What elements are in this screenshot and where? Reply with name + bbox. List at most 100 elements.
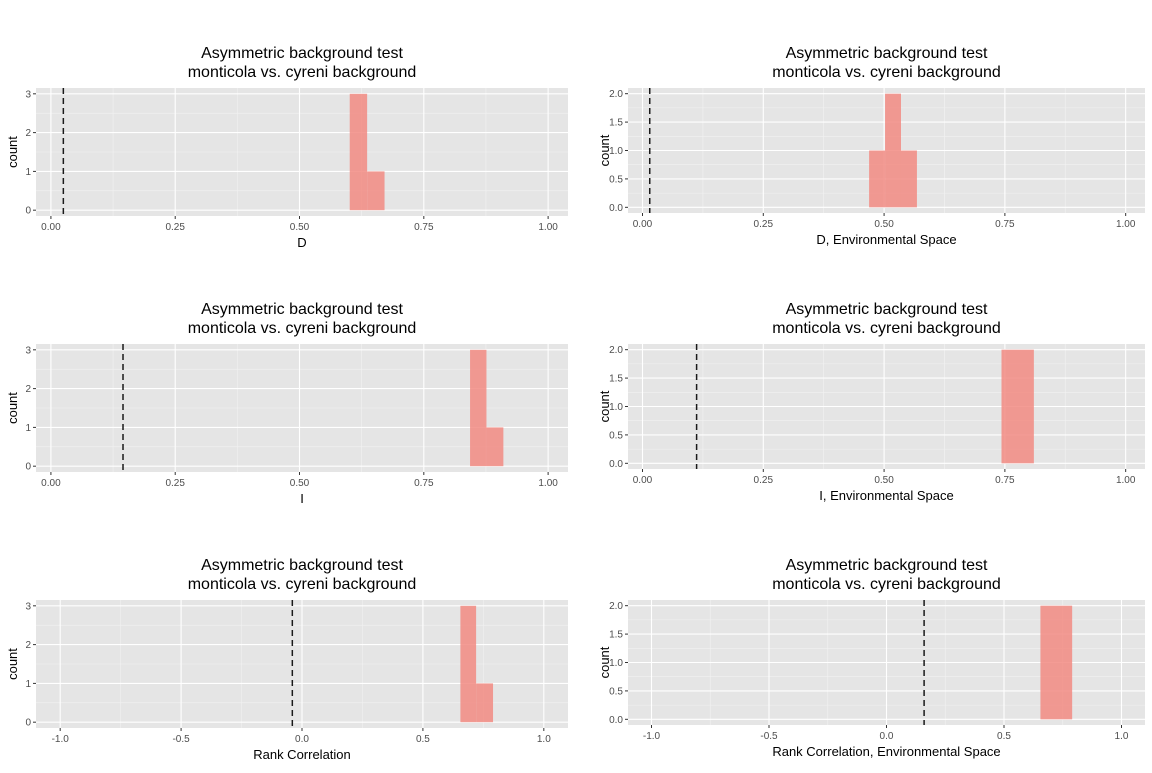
x-tick-label: 1.0: [1115, 731, 1129, 742]
y-tick-label: 1: [25, 423, 31, 434]
x-tick-label: 0.50: [874, 475, 894, 486]
y-tick-label: 0.0: [609, 459, 623, 470]
chart-subtitle: monticola vs. cyreni background: [188, 64, 417, 81]
x-tick-label: -1.0: [643, 731, 661, 742]
chart-subtitle: monticola vs. cyreni background: [188, 320, 417, 337]
x-tick-label: 0.50: [290, 222, 310, 233]
y-tick-label: 0.0: [609, 203, 623, 214]
chart-subtitle: monticola vs. cyreni background: [772, 320, 1001, 337]
chart-title: Asymmetric background test: [786, 301, 988, 318]
y-axis-label: count: [597, 646, 612, 678]
x-axis-label: D: [297, 235, 306, 250]
x-axis-label: Rank Correlation: [253, 747, 351, 762]
y-axis-label: count: [5, 136, 20, 168]
chart-title: Asymmetric background test: [201, 301, 403, 318]
chart-panel-6: -1.0 -0.5 0.0 0.5 1.0 0.0 0.5 1.0 1.5 2.0 Asymmetr…: [597, 557, 1145, 759]
chart-panel-4: 0.00 0.25 0.50 0.75 1.00 0.0 0.5 1.0 1.5 2.0 Asymm…: [597, 301, 1145, 503]
y-tick-label: 0: [25, 462, 31, 473]
x-tick-label: 0.00: [633, 219, 653, 230]
x-tick-label: -0.5: [172, 734, 190, 745]
histogram-bar-1: [470, 349, 487, 467]
x-tick-label: 0.75: [995, 475, 1015, 486]
x-axis-label: D, Environmental Space: [816, 232, 956, 247]
x-tick-label: 1.00: [538, 478, 558, 489]
y-tick-label: 0.0: [609, 715, 623, 726]
x-tick-label: -1.0: [52, 734, 70, 745]
x-tick-label: 0.75: [995, 219, 1015, 230]
chart-panel-3: 0.00 0.25 0.50 0.75 1.00 0 1 2 3 Asymmetric backg…: [5, 301, 568, 506]
y-tick-label: 1.5: [609, 118, 623, 129]
x-tick-label: 0.75: [414, 478, 434, 489]
y-tick-label: 1: [25, 167, 31, 178]
y-tick-label: 1.0: [609, 402, 623, 413]
x-tick-label: 0.5: [416, 734, 430, 745]
x-tick-label: 1.00: [1116, 219, 1136, 230]
chart-subtitle: monticola vs. cyreni background: [772, 576, 1001, 593]
chart-title: Asymmetric background test: [201, 557, 403, 574]
chart-title: Asymmetric background test: [786, 45, 988, 62]
x-tick-label: 0.00: [41, 478, 61, 489]
y-tick-label: 2: [25, 640, 31, 651]
histogram-bar-2: [486, 427, 504, 467]
y-tick-label: 0.5: [609, 174, 623, 185]
y-tick-label: 0.5: [609, 686, 623, 697]
x-tick-label: 0.0: [880, 731, 894, 742]
y-tick-label: 3: [25, 89, 31, 100]
x-tick-label: 0.50: [874, 219, 894, 230]
y-tick-label: 1.5: [609, 630, 623, 641]
x-tick-label: 0.0: [295, 734, 309, 745]
x-tick-label: 0.75: [414, 222, 434, 233]
x-tick-label: 1.00: [538, 222, 558, 233]
chart-panel-1: 0.00 0.25 0.50 0.75 1.00 0 1 2 3 Asymmetric backg…: [5, 45, 568, 250]
y-tick-label: 1.5: [609, 374, 623, 385]
x-tick-label: 0.00: [633, 475, 653, 486]
x-tick-label: 0.50: [290, 478, 310, 489]
x-tick-label: 0.25: [165, 222, 185, 233]
x-tick-label: 0.5: [997, 731, 1011, 742]
histogram-bar-1: [1040, 605, 1073, 720]
y-axis-label: count: [5, 648, 20, 680]
chart-panel-2: 0.00 0.25 0.50 0.75 1.00 0.0 0.5 1.0 1.5 2.0 Asymm…: [597, 45, 1145, 247]
y-axis-label: count: [597, 134, 612, 166]
chart-panel-5: -1.0 -0.5 0.0 0.5 1.0 0 1 2 3 Asymmetric backgrou…: [5, 557, 568, 762]
histogram-bar-2: [885, 93, 901, 208]
x-axis-label: Rank Correlation, Environmental Space: [772, 744, 1000, 759]
y-tick-label: 1.0: [609, 146, 623, 157]
x-tick-label: 1.00: [1116, 475, 1136, 486]
chart-subtitle: monticola vs. cyreni background: [772, 64, 1001, 81]
chart-title: Asymmetric background test: [201, 45, 403, 62]
chart-title: Asymmetric background test: [786, 557, 988, 574]
x-tick-label: 1.0: [537, 734, 551, 745]
histogram-bar-1: [460, 605, 477, 723]
histogram-bar-1: [869, 150, 886, 208]
histogram-bar-1: [1001, 349, 1034, 464]
y-tick-label: 0.5: [609, 430, 623, 441]
x-tick-label: 0.00: [41, 222, 61, 233]
y-tick-label: 2.0: [609, 601, 623, 612]
x-tick-label: 0.25: [754, 475, 774, 486]
y-tick-label: 0: [25, 718, 31, 729]
y-tick-label: 2.0: [609, 89, 623, 100]
histogram-bar-2: [367, 171, 385, 211]
x-tick-label: -0.5: [760, 731, 778, 742]
x-tick-label: 0.25: [165, 478, 185, 489]
y-tick-label: 2: [25, 384, 31, 395]
y-tick-label: 3: [25, 345, 31, 356]
x-tick-label: 0.25: [754, 219, 774, 230]
histogram-bar-2: [476, 683, 494, 723]
y-tick-label: 2: [25, 128, 31, 139]
y-axis-label: count: [5, 392, 20, 424]
x-axis-label: I: [300, 491, 304, 506]
y-axis-label: count: [597, 390, 612, 422]
x-axis-label: I, Environmental Space: [819, 488, 953, 503]
histogram-bar-1: [349, 93, 368, 211]
y-tick-label: 1: [25, 679, 31, 690]
y-tick-label: 2.0: [609, 345, 623, 356]
histogram-bar-3: [900, 150, 917, 208]
y-tick-label: 3: [25, 601, 31, 612]
y-tick-label: 1.0: [609, 658, 623, 669]
chart-subtitle: monticola vs. cyreni background: [188, 576, 417, 593]
y-tick-label: 0: [25, 206, 31, 217]
